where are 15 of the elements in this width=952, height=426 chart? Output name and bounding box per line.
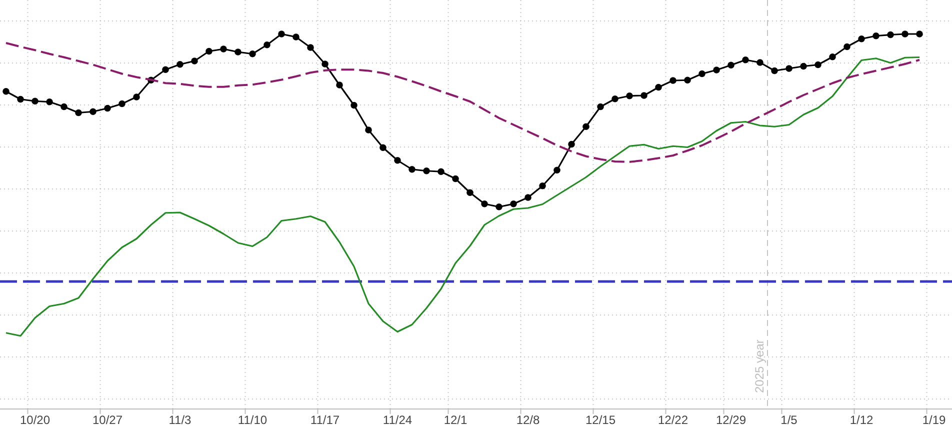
- x-tick-label: 1/19: [922, 413, 946, 426]
- x-tick-label: 11/3: [168, 413, 192, 426]
- x-tick-label: 12/8: [516, 413, 540, 426]
- x-tick-label: 12/1: [444, 413, 468, 426]
- x-tick-label: 1/5: [780, 413, 798, 426]
- x-tick-label: 11/17: [310, 413, 340, 426]
- x-tick-label: 10/27: [92, 413, 123, 426]
- x-tick-label: 11/10: [238, 413, 268, 426]
- x-tick-label: 10/20: [20, 413, 50, 426]
- annotation: 2025 year: [752, 340, 766, 393]
- x-tick-label: 12/29: [716, 413, 746, 426]
- x-tick-label: 11/24: [382, 413, 412, 426]
- x-tick-label: 12/22: [658, 413, 688, 426]
- x-tick-label: 1/12: [850, 413, 874, 426]
- x-tick-label: 12/15: [585, 413, 616, 426]
